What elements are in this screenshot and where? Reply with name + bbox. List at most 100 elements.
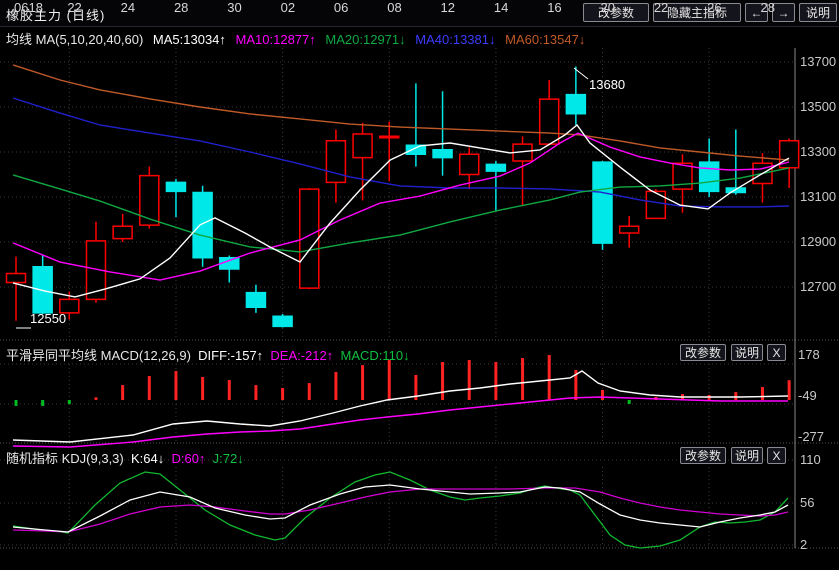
candle-body: [165, 181, 187, 193]
x-axis-tick: 12: [440, 0, 456, 15]
ma20-value: MA20:12971↓: [325, 32, 406, 47]
macd-y-tick: 178: [798, 347, 820, 362]
candle-body: [432, 149, 453, 159]
candle-0706: [325, 129, 347, 203]
candle-body: [485, 163, 507, 172]
candle-body: [592, 161, 613, 244]
candle-body: [378, 135, 400, 139]
macd-close-button[interactable]: X: [767, 344, 786, 361]
main-y-tick: 12900: [800, 234, 837, 249]
x-axis-tick: 14: [493, 0, 509, 15]
price-annotation-13680: 13680: [589, 77, 626, 92]
candle-body: [405, 144, 427, 155]
candle-body: [139, 174, 160, 226]
candle-0630: [219, 255, 240, 283]
candle-0628: [165, 179, 187, 218]
x-axis-tick: 0618: [14, 0, 43, 15]
kdj-j-line: [12, 471, 789, 549]
kdj-d-line: [12, 487, 789, 533]
help-button[interactable]: 说明: [799, 3, 837, 22]
candle-0624: [112, 213, 133, 242]
ma-line-MA60: [12, 64, 790, 161]
x-axis-tick: 26: [707, 0, 722, 15]
candle-body: [325, 140, 347, 184]
macd-dea-line: [12, 396, 788, 448]
candle-0708: [378, 121, 400, 182]
candle-body: [272, 315, 293, 328]
kdj-k-value: K:64↓: [130, 451, 165, 466]
candle-body: [458, 153, 480, 176]
ma-indicator-row: 均线 MA(5,10,20,40,60) MA5:13034↑ MA10:128…: [6, 29, 591, 48]
x-axis-tick: 28: [760, 0, 775, 15]
x-axis-tick: 22: [653, 0, 669, 15]
candle-body: [645, 190, 667, 220]
ma10-value: MA10:12877↑: [235, 32, 316, 47]
x-axis-tick: 16: [547, 0, 562, 15]
main-y-tick: 13100: [800, 189, 837, 204]
candle-body: [192, 191, 213, 259]
candle-0721: [618, 216, 640, 248]
candle-0629: [192, 185, 213, 267]
candle-0716: [538, 80, 560, 146]
x-axis-tick: 22: [67, 0, 82, 15]
kdj-j-value: J:72↓: [212, 451, 244, 466]
candle-body: [85, 240, 107, 301]
kdj-y-tick: 56: [800, 495, 815, 510]
macd-diff-line: [12, 370, 789, 443]
x-axis-tick: 24: [120, 0, 136, 15]
kdj-panel-header: 随机指标 KDJ(9,3,3) K:64↓ D:60↑ J:72↓: [6, 448, 244, 467]
ma-line-MA20: [12, 167, 790, 253]
ma-line-MA10: [12, 132, 790, 281]
kdj-k-line: [12, 484, 789, 533]
candle-body: [565, 93, 587, 115]
candle-0714: [485, 161, 507, 211]
kdj-title: 随机指标 KDJ(9,3,3): [6, 451, 124, 466]
main-y-tick: 13500: [800, 99, 837, 114]
candle-0709: [405, 83, 427, 167]
macd-y-tick: -277: [798, 429, 825, 444]
candle-0707: [352, 122, 373, 201]
kdj-help-button[interactable]: 说明: [731, 447, 763, 464]
macd-y-tick: -49: [798, 388, 817, 403]
ma60-value: MA60:13547↓: [505, 32, 586, 47]
kdj-y-tick: 110: [800, 452, 821, 467]
kdj-close-button[interactable]: X: [767, 447, 786, 464]
page-title: 橡胶主力 (日线): [6, 8, 106, 23]
x-axis-tick: 08: [387, 0, 402, 15]
candle-0621: [32, 255, 53, 314]
price-annotation-12550: 12550: [30, 311, 67, 326]
ma5-value: MA5:13034↑: [152, 32, 226, 47]
candle-0712: [432, 91, 453, 176]
candle-body: [352, 133, 373, 159]
x-axis-tick: 02: [280, 0, 296, 15]
candle-0722: [645, 189, 667, 220]
macd-hist-value: MACD:110↓: [340, 348, 410, 363]
candle-body: [112, 225, 133, 240]
candle-body: [538, 98, 560, 145]
main-y-tick: 13700: [800, 54, 837, 69]
candle-0701: [245, 284, 267, 313]
ma-row-label: 均线 MA(5,10,20,40,60): [6, 32, 144, 47]
kdj-d-value: D:60↑: [171, 451, 206, 466]
candle-body: [5, 272, 27, 284]
arrow-left-icon[interactable]: ←: [745, 3, 768, 22]
candle-0625: [139, 166, 160, 229]
arrow-right-icon[interactable]: →: [772, 3, 795, 22]
candle-body: [59, 298, 80, 314]
macd-panel-header: 平滑异同平均线 MACD(12,26,9) DIFF:-157↑ DEA:-21…: [6, 345, 410, 364]
kdj-y-tick: 2: [800, 537, 808, 552]
macd-change-params-button[interactable]: 改参数: [680, 344, 726, 361]
candle-0723: [672, 154, 693, 213]
candle-body: [698, 161, 720, 193]
hide-main-indicator-button[interactable]: 隐藏主指标: [653, 3, 741, 22]
kdj-change-params-button[interactable]: 改参数: [680, 447, 726, 464]
change-params-button[interactable]: 改参数: [583, 3, 649, 22]
candle-0623: [85, 221, 107, 303]
macd-help-button[interactable]: 说明: [731, 344, 763, 361]
candle-body: [245, 291, 267, 308]
candle-0618: [5, 256, 27, 321]
candle-body: [618, 225, 640, 234]
candle-body: [672, 162, 693, 190]
